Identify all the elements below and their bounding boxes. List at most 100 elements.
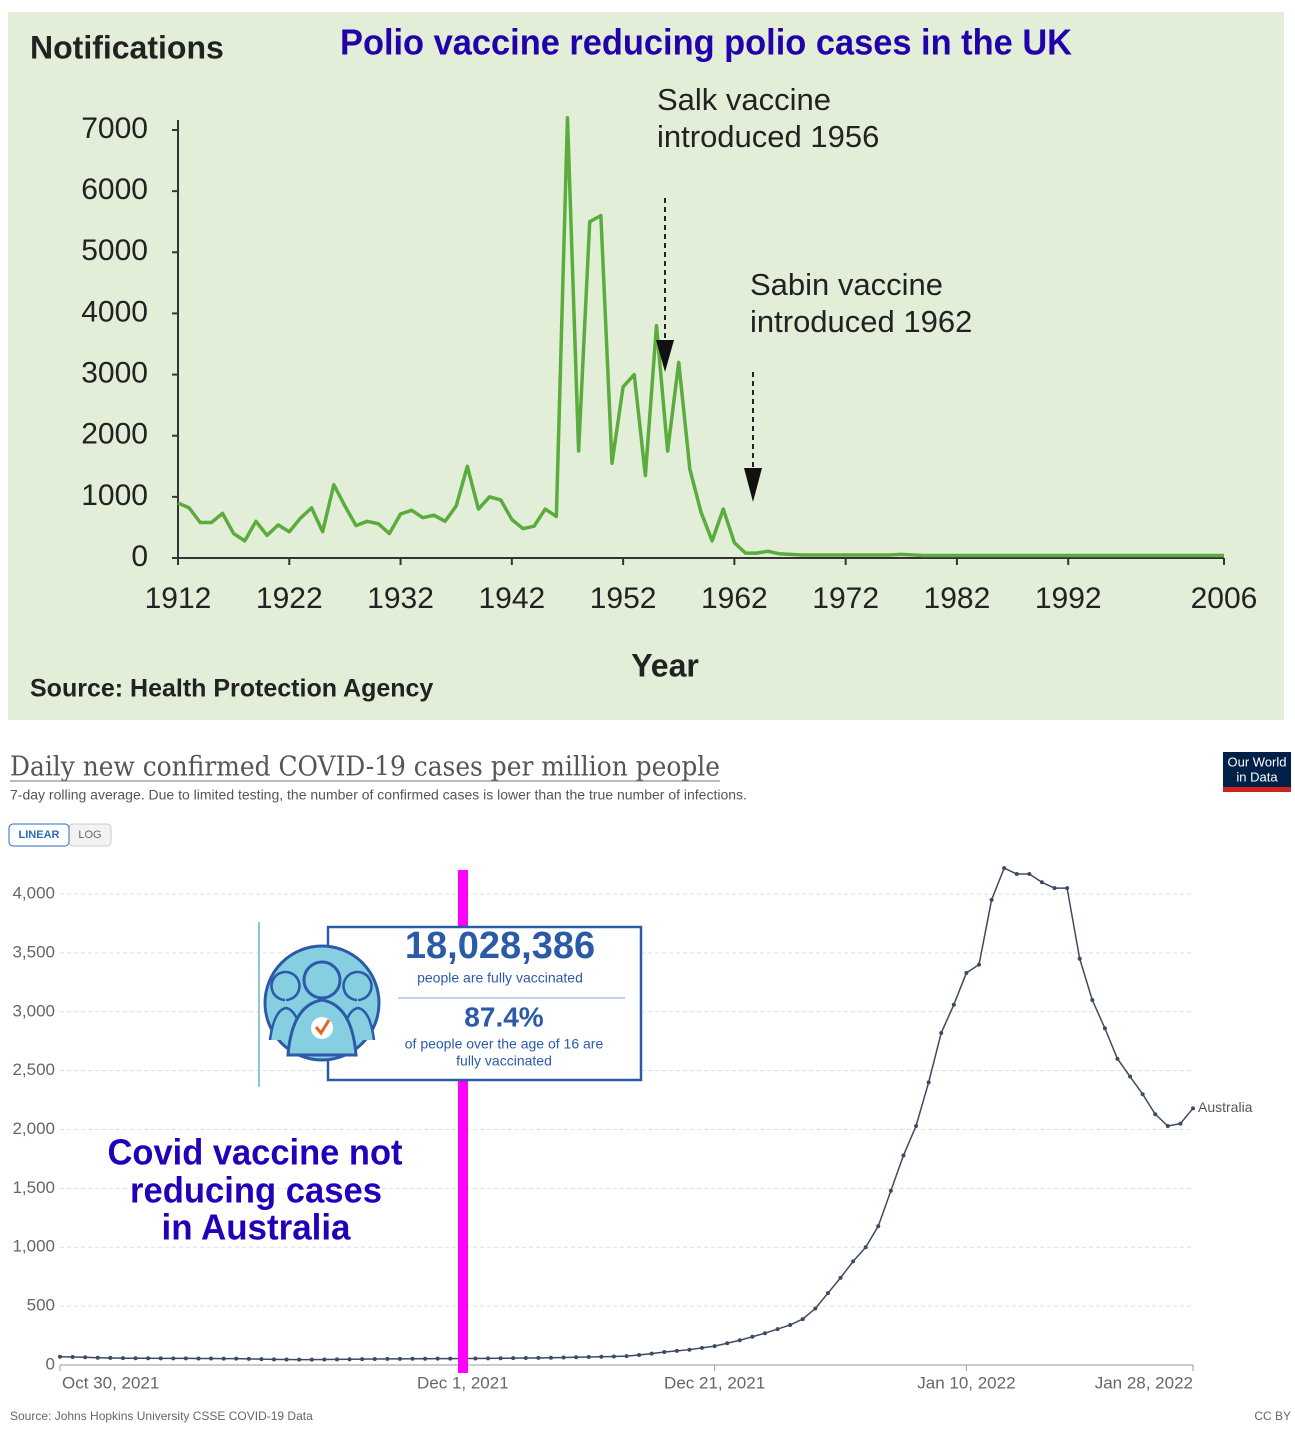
point	[183, 1356, 188, 1361]
y-tick-label: 0	[131, 540, 148, 573]
x-axis-label: Year	[631, 647, 699, 683]
icon-check	[314, 1019, 331, 1036]
x-tick-label: 1952	[590, 582, 657, 615]
linear-button-label[interactable]: LINEAR	[19, 829, 60, 841]
point	[284, 1357, 289, 1362]
annotation: in Australia	[162, 1207, 352, 1248]
point	[1102, 1026, 1107, 1031]
covid-chart: 0 500 1,000 1,500 2,000 2,500 3,000 3,500 4,000 O…	[12, 866, 1253, 1392]
x-tick-label: Jan 28, 2022	[1095, 1373, 1193, 1392]
point	[397, 1356, 402, 1361]
point	[347, 1357, 352, 1362]
point	[259, 1357, 264, 1362]
point	[951, 1002, 956, 1007]
x-tick-label: 1962	[701, 582, 768, 615]
point	[964, 970, 969, 975]
annotation: Salk vaccine	[657, 82, 831, 117]
infographic: 18,028,386 people are fully vaccinated 8…	[258, 922, 643, 1087]
y-tick-label: 5000	[81, 234, 148, 267]
point	[800, 1317, 805, 1322]
vaccinated-share-text: of people over the age of 16 are	[405, 1036, 604, 1052]
y-tick-label: 1,500	[12, 1178, 55, 1197]
point	[334, 1357, 339, 1362]
point	[309, 1357, 314, 1362]
series-label: Australia	[1198, 1099, 1253, 1115]
subtitle: 7-day rolling average. Due to limited te…	[10, 787, 747, 803]
point	[914, 1123, 919, 1128]
point	[926, 1080, 931, 1085]
x-tick-label: 1912	[145, 582, 212, 615]
point	[976, 962, 981, 967]
y-tick-label: 1,000	[12, 1237, 55, 1256]
point	[624, 1354, 629, 1359]
point	[473, 1356, 478, 1361]
point	[725, 1341, 730, 1346]
point	[1140, 1092, 1145, 1097]
source: Source: Johns Hopkins University CSSE CO…	[10, 1409, 313, 1423]
point	[939, 1030, 944, 1035]
point	[888, 1188, 893, 1193]
point	[561, 1355, 566, 1360]
vaccinated-count: 18,028,386	[405, 925, 595, 967]
annotation: introduced 1956	[657, 119, 879, 154]
point	[196, 1356, 201, 1361]
x-tick-label: Dec 1, 2021	[417, 1373, 509, 1392]
logo-background	[1223, 752, 1291, 792]
point	[297, 1357, 302, 1362]
point	[1115, 1056, 1120, 1061]
annotation: Sabin vaccine	[750, 267, 943, 302]
point	[70, 1354, 75, 1359]
y-tick-label: 4,000	[12, 884, 55, 903]
scale-toggle: LINEAR LOG	[8, 823, 112, 847]
y-tick-label: 3,000	[12, 1001, 55, 1020]
chart-title: Daily new confirmed COVID-19 cases per m…	[10, 752, 720, 783]
x-tick-label: Oct 30, 2021	[62, 1373, 159, 1392]
point	[360, 1357, 365, 1362]
point	[146, 1356, 151, 1361]
point	[410, 1356, 415, 1361]
y-tick-label: 2,000	[12, 1119, 55, 1138]
point	[687, 1347, 692, 1352]
y-tick-label: 4000	[81, 295, 148, 328]
point	[498, 1356, 503, 1361]
point	[574, 1355, 579, 1360]
linear-button[interactable]	[8, 823, 70, 847]
y-tick-label: 2000	[81, 418, 148, 451]
point	[1052, 886, 1057, 891]
point	[788, 1322, 793, 1327]
point	[1153, 1112, 1158, 1117]
point	[989, 897, 994, 902]
annotation-arrows	[656, 198, 762, 502]
arrow-head	[656, 340, 674, 372]
arrow-head	[744, 468, 762, 502]
point	[1178, 1121, 1183, 1126]
polio-chart: 0 1000 2000 3000 4000 5000 6000 7000 1912 1922 193…	[81, 112, 1257, 615]
point	[586, 1354, 591, 1359]
x-tick-label: 1972	[812, 582, 879, 615]
point	[435, 1356, 440, 1361]
point	[901, 1153, 906, 1158]
marker-line	[458, 870, 468, 1373]
point	[838, 1275, 843, 1280]
x-tick-label: Jan 10, 2022	[917, 1373, 1015, 1392]
point	[209, 1356, 214, 1361]
icon-check-bg	[311, 1017, 333, 1039]
point	[1027, 872, 1032, 877]
logo-text: Our World	[1228, 754, 1287, 769]
point	[272, 1357, 277, 1362]
point	[611, 1354, 616, 1359]
point	[863, 1245, 868, 1250]
point	[536, 1355, 541, 1360]
x-tick-label: 1982	[924, 582, 991, 615]
annotation: introduced 1962	[750, 304, 972, 339]
point	[120, 1356, 125, 1361]
point	[762, 1331, 767, 1336]
point	[712, 1344, 717, 1349]
logo: Our World in Data	[1223, 752, 1291, 792]
log-button-label[interactable]: LOG	[78, 829, 101, 841]
point	[674, 1348, 679, 1353]
chart-title: Polio vaccine reducing polio cases in th…	[340, 22, 1072, 63]
vaccinated-share-text: fully vaccinated	[456, 1053, 552, 1069]
y-tick-label: 1000	[81, 479, 148, 512]
